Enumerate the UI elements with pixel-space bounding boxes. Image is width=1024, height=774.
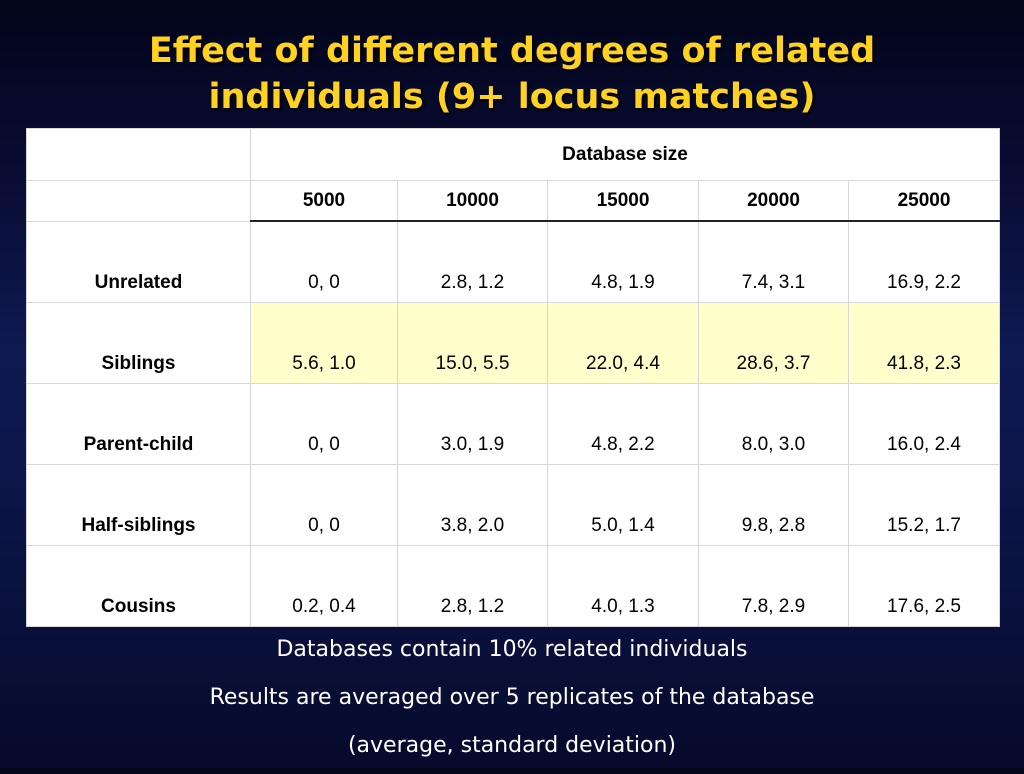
footnote-line: Databases contain 10% related individual…: [276, 637, 748, 662]
table-cell: 15.0, 5.5: [397, 301, 548, 384]
table-cell: 28.6, 3.7: [698, 301, 849, 384]
table-cell: 7.8, 2.9: [698, 544, 849, 627]
empty-corner-cell: [26, 180, 251, 222]
database-size-header: Database size: [249, 128, 1001, 181]
footnotes: Databases contain 10% related individual…: [0, 630, 1024, 774]
table-cell: 41.8, 2.3: [847, 301, 1001, 384]
table-cell: 17.6, 2.5: [847, 544, 1001, 627]
table-cell: 0.2, 0.4: [250, 544, 398, 627]
table-cell: 4.8, 2.2: [547, 382, 699, 465]
table-cell: 16.9, 2.2: [847, 220, 1001, 303]
table-cell: 22.0, 4.4: [547, 301, 699, 384]
table-cell: 0, 0: [250, 382, 398, 465]
footnote-line: (average, standard deviation): [347, 733, 677, 758]
table-row-unrelated: Unrelated 0, 0 2.8, 1.2 4.8, 1.9 7.4, 3.…: [26, 220, 1001, 303]
table-cell: 5.0, 1.4: [547, 463, 699, 546]
table-cell: 16.0, 2.4: [847, 382, 1001, 465]
table-cell: 4.8, 1.9: [547, 220, 699, 303]
table-cell: 4.0, 1.3: [547, 544, 699, 627]
row-label: Parent-child: [26, 382, 251, 465]
row-label: Cousins: [26, 544, 251, 627]
table-group-header-row: Database size: [26, 128, 1001, 181]
results-table: Database size 5000 10000 15000 20000 250…: [26, 128, 1001, 627]
table-cell: 9.8, 2.8: [698, 463, 849, 546]
column-header: 25000: [847, 180, 1001, 222]
table-cell: 3.8, 2.0: [397, 463, 548, 546]
table-cell: 2.8, 1.2: [397, 220, 548, 303]
table-row-siblings: Siblings 5.6, 1.0 15.0, 5.5 22.0, 4.4 28…: [26, 301, 1001, 384]
table-cell: 15.2, 1.7: [847, 463, 1001, 546]
row-label: Siblings: [26, 301, 251, 384]
empty-corner-cell: [26, 128, 251, 181]
column-header: 20000: [698, 180, 849, 222]
slide-title: Effect of different degrees of related i…: [0, 28, 1024, 120]
table-cell: 3.0, 1.9: [397, 382, 548, 465]
table-column-header-row: 5000 10000 15000 20000 25000: [26, 180, 1001, 222]
table-cell: 8.0, 3.0: [698, 382, 849, 465]
table-row-cousins: Cousins 0.2, 0.4 2.8, 1.2 4.0, 1.3 7.8, …: [26, 544, 1001, 627]
table-cell: 5.6, 1.0: [250, 301, 398, 384]
column-header: 5000: [250, 180, 398, 222]
table-row-half-siblings: Half-siblings 0, 0 3.8, 2.0 5.0, 1.4 9.8…: [26, 463, 1001, 546]
table-cell: 7.4, 3.1: [698, 220, 849, 303]
footnote-line: Results are averaged over 5 replicates o…: [209, 685, 815, 710]
column-header: 15000: [547, 180, 699, 222]
column-header: 10000: [397, 180, 548, 222]
slide-title-line-1: Effect of different degrees of related: [148, 31, 876, 71]
slide-title-line-2: individuals (9+ locus matches): [208, 77, 816, 117]
row-label: Half-siblings: [26, 463, 251, 546]
table-cell: 2.8, 1.2: [397, 544, 548, 627]
table-cell: 0, 0: [250, 220, 398, 303]
table-cell: 0, 0: [250, 463, 398, 546]
row-label: Unrelated: [26, 220, 251, 303]
table-row-parent-child: Parent-child 0, 0 3.0, 1.9 4.8, 2.2 8.0,…: [26, 382, 1001, 465]
